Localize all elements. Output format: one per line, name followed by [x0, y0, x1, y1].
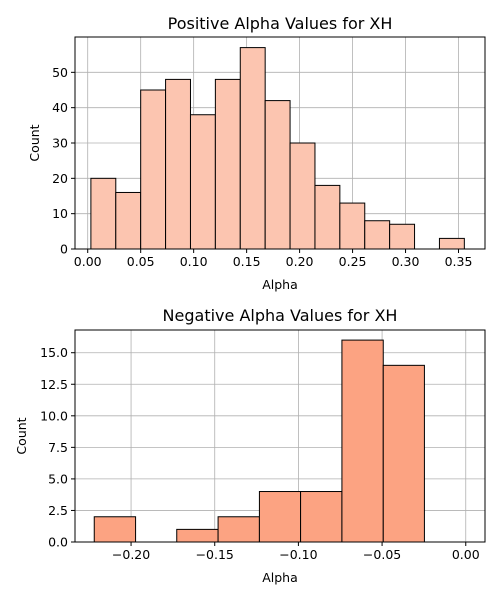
histogram-bar	[339, 202, 366, 250]
histogram-bar	[140, 89, 167, 250]
y-tick-label: 40	[52, 100, 68, 115]
x-tick-label: 0.20	[286, 254, 314, 269]
histogram-bar	[165, 78, 191, 250]
x-axis-label: Alpha	[262, 570, 298, 585]
x-tick-label: 0.30	[392, 254, 420, 269]
histogram-bar	[264, 100, 291, 250]
x-tick-label: 0.25	[339, 254, 367, 269]
y-tick-label: 30	[52, 136, 68, 151]
histogram-bar	[382, 364, 425, 543]
y-tick-label: 2.5	[48, 503, 68, 518]
x-tick-label: −0.20	[112, 547, 150, 562]
histogram-bar	[239, 47, 266, 250]
histogram-bar	[300, 491, 343, 543]
chart-title: Positive Alpha Values for XH	[168, 14, 393, 33]
histogram-bar	[389, 223, 416, 250]
histogram-bar	[341, 339, 384, 543]
chart-title: Negative Alpha Values for XH	[163, 306, 398, 325]
y-tick-label: 7.5	[48, 440, 68, 455]
x-tick-label: −0.10	[279, 547, 317, 562]
y-tick-label: 15.0	[40, 345, 68, 360]
histogram-bar	[217, 516, 260, 543]
y-tick-label: 0.0	[48, 535, 68, 550]
x-tick-label: 0.35	[445, 254, 473, 269]
y-axis-label: Count	[27, 124, 42, 161]
histogram-bar	[189, 114, 216, 250]
chart-positive-alpha: 0.00 0.05 0.10 0.15 0.20 0.25 0.30 0.35 0 10 20 30 4…	[27, 14, 486, 292]
x-tick-label: 0.10	[180, 254, 208, 269]
histogram-bar	[176, 528, 219, 543]
histogram-bar	[364, 220, 391, 250]
y-tick-label: 0	[60, 242, 68, 257]
plot-frame	[74, 329, 486, 543]
histogram-bar	[90, 177, 117, 250]
histogram-bar	[289, 142, 316, 250]
histogram-bar	[93, 516, 137, 543]
histogram-bar	[115, 191, 142, 250]
x-tick-label: 0.00	[74, 254, 102, 269]
y-tick-label: 10.0	[40, 408, 68, 423]
histogram-bar	[438, 237, 465, 250]
y-tick-label: 20	[52, 171, 68, 186]
x-tick-label: 0.05	[127, 254, 155, 269]
y-tick-label: 5.0	[48, 471, 68, 486]
chart-negative-alpha: −0.20 −0.15 −0.10 −0.05 0.00 0.0 2.5 5.0 7.5 10.0…	[14, 306, 486, 585]
x-axis-label: Alpha	[262, 277, 298, 292]
histogram-bar	[258, 491, 302, 543]
histogram-bar	[214, 78, 241, 250]
x-tick-label: −0.05	[363, 547, 401, 562]
histogram-bar	[314, 184, 341, 250]
y-tick-label: 12.5	[40, 377, 68, 392]
y-tick-label: 10	[52, 206, 68, 221]
x-tick-label: −0.15	[196, 547, 234, 562]
x-tick-label: 0.15	[233, 254, 261, 269]
x-tick-label: 0.00	[452, 547, 480, 562]
y-axis-label: Count	[14, 417, 29, 454]
y-tick-label: 50	[52, 65, 68, 80]
